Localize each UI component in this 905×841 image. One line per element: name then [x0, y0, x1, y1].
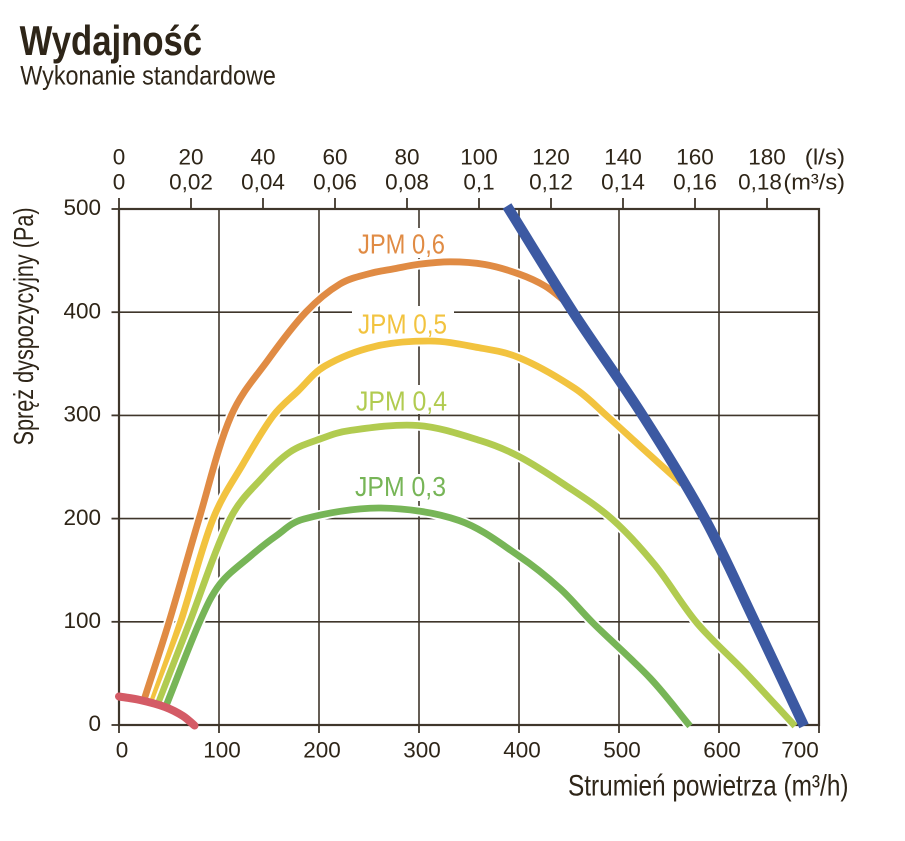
svg-text:0: 0 — [116, 738, 129, 763]
svg-text:0,1: 0,1 — [463, 170, 494, 195]
svg-text:Spręż dyspozycyjny (Pa): Spręż dyspozycyjny (Pa) — [8, 207, 39, 445]
svg-text:0,08: 0,08 — [385, 170, 429, 195]
svg-text:0,04: 0,04 — [241, 170, 285, 195]
svg-text:0: 0 — [88, 711, 101, 736]
svg-text:600: 600 — [703, 738, 741, 763]
svg-text:300: 300 — [403, 738, 441, 763]
svg-text:500: 500 — [63, 195, 101, 220]
svg-text:Wydajność: Wydajność — [20, 17, 203, 64]
svg-text:200: 200 — [63, 505, 101, 530]
svg-text:0,02: 0,02 — [169, 170, 213, 195]
svg-text:0,06: 0,06 — [313, 170, 357, 195]
svg-text:500: 500 — [603, 738, 641, 763]
svg-text:JPM 0,5: JPM 0,5 — [358, 309, 447, 340]
svg-text:JPM 0,4: JPM 0,4 — [356, 386, 447, 417]
svg-text:160: 160 — [676, 145, 714, 170]
svg-text:JPM 0,3: JPM 0,3 — [355, 471, 446, 502]
svg-text:180: 180 — [748, 145, 786, 170]
svg-text:100: 100 — [460, 145, 498, 170]
svg-text:0: 0 — [113, 145, 126, 170]
svg-text:400: 400 — [503, 738, 541, 763]
svg-text:80: 80 — [394, 145, 419, 170]
svg-text:100: 100 — [63, 608, 101, 633]
svg-text:Strumień powietrza (m³/h): Strumień powietrza (m³/h) — [568, 769, 849, 802]
svg-text:0: 0 — [113, 170, 126, 195]
svg-text:140: 140 — [604, 145, 642, 170]
svg-text:0,16: 0,16 — [673, 170, 717, 195]
svg-text:(m³/s): (m³/s) — [783, 170, 845, 195]
svg-text:(l/s): (l/s) — [805, 145, 845, 170]
svg-text:0,14: 0,14 — [601, 170, 645, 195]
svg-text:JPM 0,6: JPM 0,6 — [358, 229, 445, 260]
svg-text:0,12: 0,12 — [529, 170, 573, 195]
svg-text:400: 400 — [63, 298, 101, 323]
svg-text:120: 120 — [532, 145, 570, 170]
svg-text:40: 40 — [250, 145, 275, 170]
svg-text:300: 300 — [63, 402, 101, 427]
svg-text:20: 20 — [178, 145, 203, 170]
svg-text:100: 100 — [203, 738, 241, 763]
svg-text:700: 700 — [781, 738, 819, 763]
svg-text:200: 200 — [303, 738, 341, 763]
svg-text:Wykonanie standardowe: Wykonanie standardowe — [20, 60, 276, 90]
svg-text:0,18: 0,18 — [738, 170, 782, 195]
svg-text:60: 60 — [322, 145, 347, 170]
